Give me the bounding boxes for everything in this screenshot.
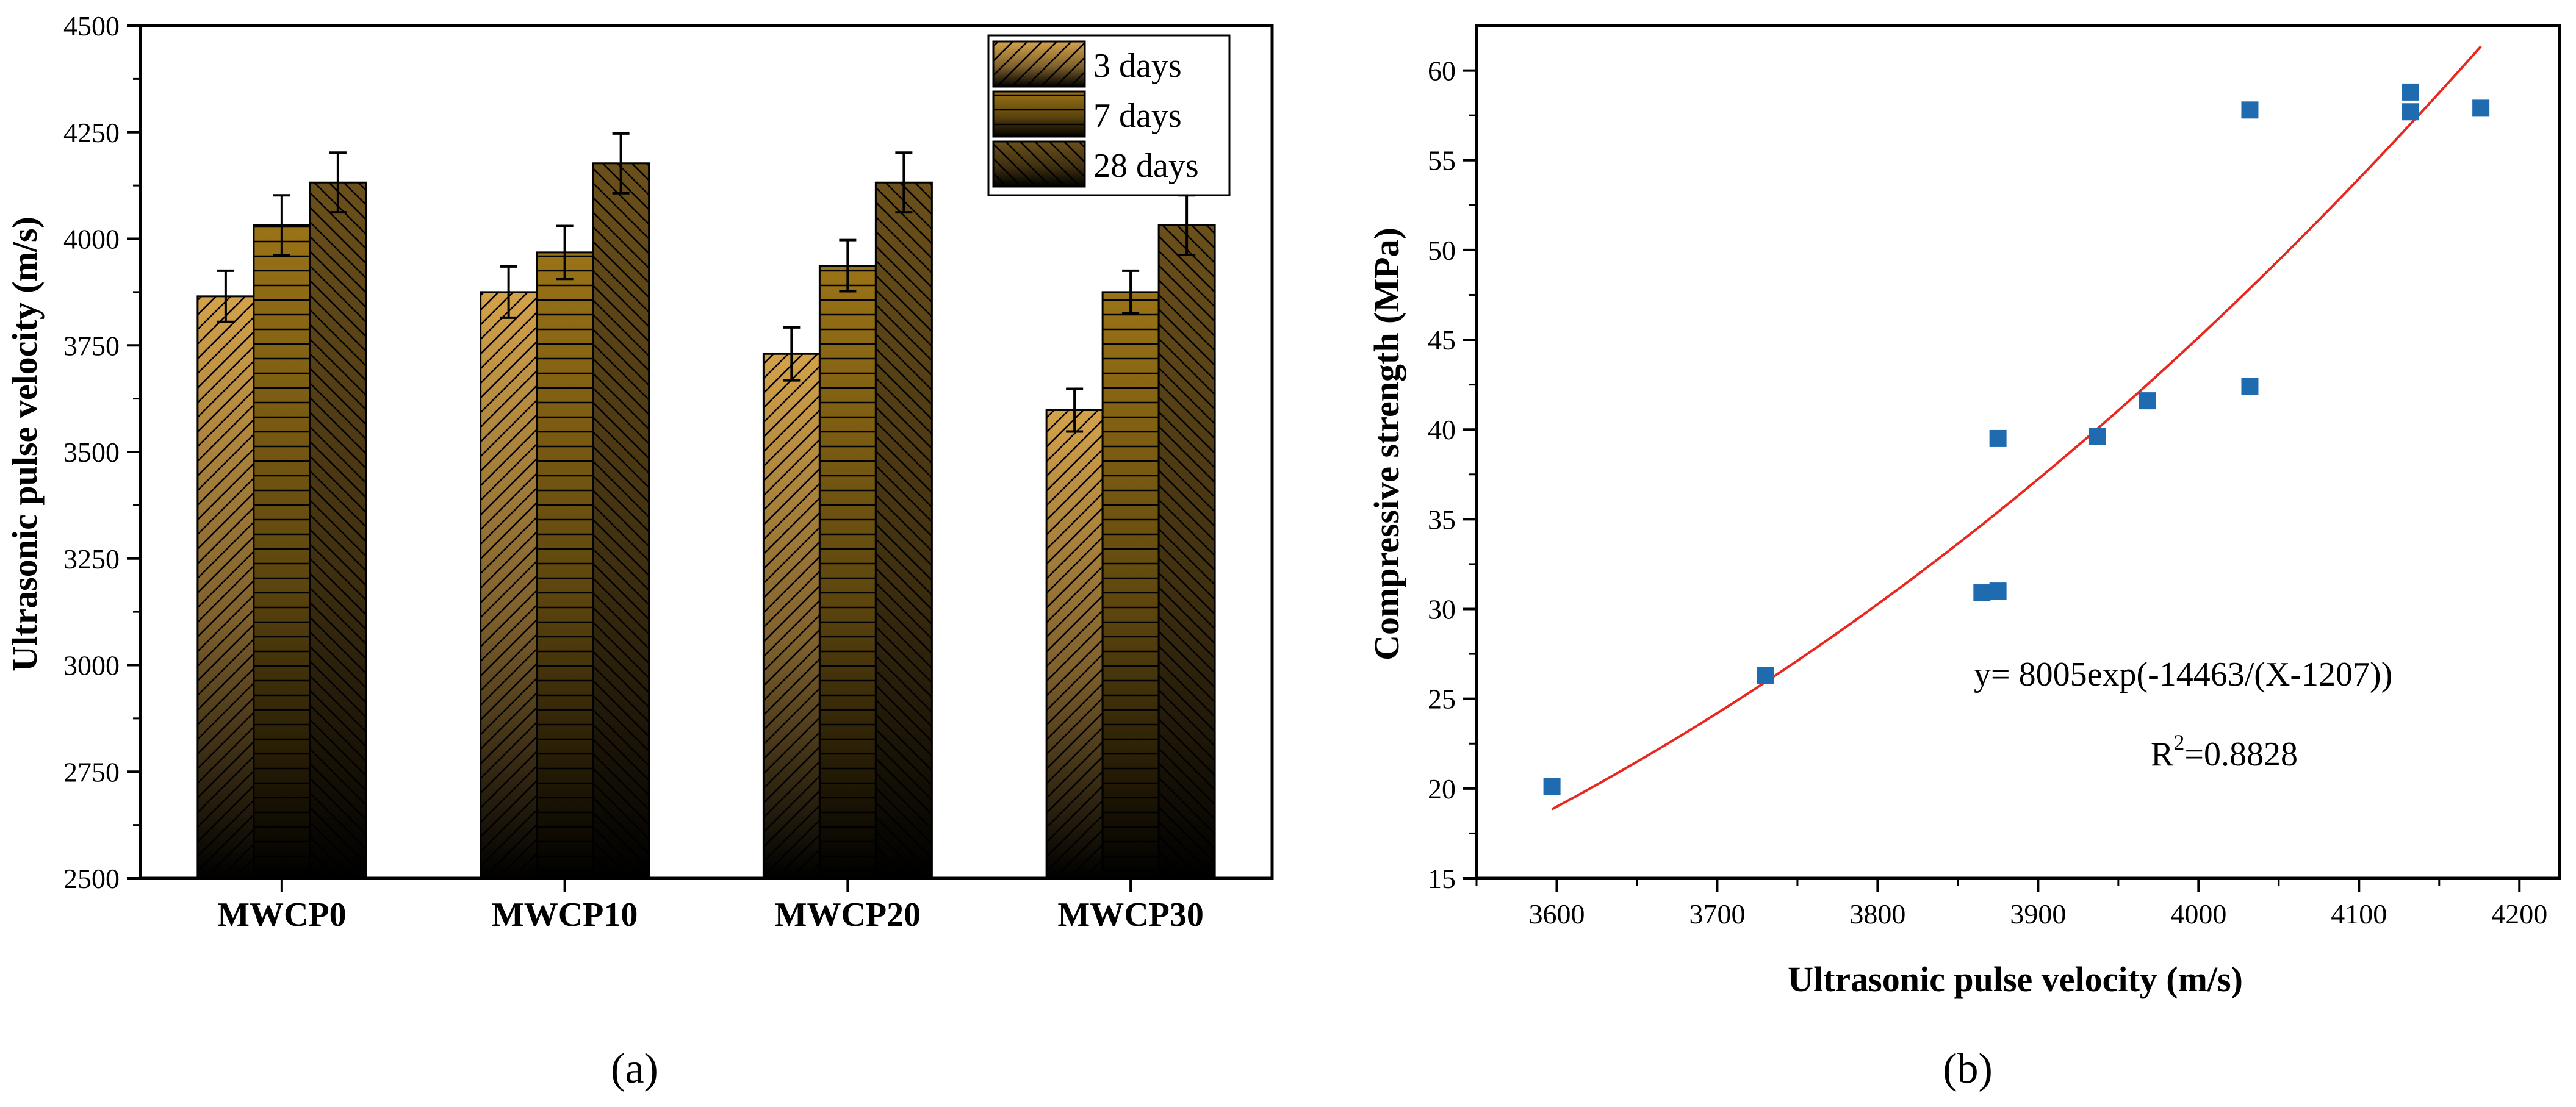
y-tick-label: 4500: [63, 10, 120, 41]
panel-label-b: (b): [1943, 1045, 1993, 1092]
data-point: [1989, 429, 2007, 447]
error-bar: [839, 238, 857, 293]
bar-chart-panel: 2500 2750 3000 3250 3500 3750 4000 4250 4500 MWC…: [5, 10, 1274, 934]
data-point: [2089, 428, 2106, 445]
y-tick-label: 3000: [63, 650, 120, 681]
y-tick-label: 50: [1428, 235, 1456, 266]
x-tick-label: MWCP10: [492, 896, 638, 934]
x-tick-label: 3800: [1849, 898, 1905, 930]
y-axis-label: Compressive strength (MPa): [1367, 227, 1406, 661]
fit-curve: [1551, 45, 2482, 811]
x-tick-label: 3900: [2010, 898, 2066, 930]
error-bar: [500, 265, 517, 319]
legend-item: 28 days: [992, 140, 1199, 188]
r-squared-value: =0.8828: [2184, 736, 2298, 773]
bar: [874, 181, 933, 880]
y-tick-label: 55: [1428, 145, 1456, 176]
y-axis-ticks: 2500 2750 3000 3250 3500 3750 4000 4250 4500: [63, 10, 140, 894]
error-bar: [1066, 387, 1084, 433]
data-point: [1757, 667, 1774, 684]
data-point: [2402, 83, 2419, 101]
x-tick-label: MWCP20: [775, 896, 921, 934]
legend-item: 7 days: [992, 90, 1182, 138]
scatter-points: [1543, 83, 2490, 795]
y-tick-label: 25: [1428, 684, 1456, 715]
data-point: [2402, 103, 2419, 121]
bar: [196, 295, 255, 880]
x-tick-label: 4000: [2170, 898, 2226, 930]
x-tick-label: MWCP0: [217, 896, 347, 934]
bar: [592, 162, 650, 880]
y-tick-label: 30: [1428, 594, 1456, 625]
r-squared-prefix: R: [2151, 736, 2174, 773]
r-squared-label: R2=0.8828: [2151, 730, 2298, 773]
y-tick-label: 3500: [63, 437, 120, 468]
x-axis-ticks: 3600 3700 3800 3900 4000 4100 4200: [1475, 878, 2547, 930]
bar: [1157, 224, 1216, 880]
y-tick-label: 20: [1428, 773, 1456, 804]
x-tick-label: 4200: [2491, 898, 2547, 930]
y-tick-label: 15: [1428, 863, 1456, 894]
bar: [1101, 291, 1160, 880]
x-tick-label: 4100: [2331, 898, 2387, 930]
y-tick-label: 3250: [63, 543, 120, 575]
x-axis-ticks: MWCP0 MWCP10 MWCP20 MWCP30: [217, 878, 1204, 934]
y-tick-label: 3750: [63, 330, 120, 361]
legend-swatch: [992, 90, 1086, 138]
error-bar: [895, 151, 913, 214]
error-bar: [1122, 269, 1140, 315]
x-tick-label: 3600: [1528, 898, 1585, 930]
bar: [762, 353, 821, 880]
data-point: [2472, 99, 2490, 117]
error-bar: [783, 326, 801, 382]
x-tick-label: 3700: [1689, 898, 1745, 930]
bar: [1045, 409, 1104, 880]
y-tick-label: 2750: [63, 756, 120, 787]
bar-group: [196, 162, 1216, 880]
legend-item: 3 days: [992, 40, 1182, 88]
x-axis-label: Ultrasonic pulse velocity (m/s): [1788, 959, 2243, 999]
legend: 3 days 7 days 28 days: [987, 34, 1231, 196]
y-tick-label: 4250: [63, 117, 120, 148]
y-tick-label: 60: [1428, 56, 1456, 87]
data-point: [1973, 584, 1991, 602]
legend-label: 3 days: [1093, 47, 1182, 85]
legend-swatch: [992, 140, 1086, 188]
data-point: [1543, 778, 1561, 795]
fit-equation: y= 8005exp(-14463/(X-1207)): [1974, 656, 2392, 693]
y-tick-label: 4000: [63, 224, 120, 255]
y-axis-label: Ultrasonic pulse velocity (m/s): [5, 217, 45, 672]
bar: [818, 265, 877, 880]
data-point: [1989, 582, 2007, 600]
legend-swatch: [992, 40, 1086, 88]
x-tick-label: MWCP30: [1057, 896, 1204, 934]
error-bar: [217, 269, 234, 323]
panel-label-a: (a): [611, 1045, 658, 1092]
bar: [253, 224, 311, 880]
scatter-chart-panel: 15 20 25 30 35 40 45 50 55 60 3600 3700 3800 3900 400…: [1367, 24, 2561, 999]
error-bar: [273, 194, 290, 257]
error-bar: [556, 224, 574, 281]
y-tick-label: 45: [1428, 324, 1456, 356]
plot-frame: [1475, 24, 2561, 880]
error-bar: [329, 151, 347, 214]
bar: [480, 291, 538, 880]
error-bar: [612, 132, 630, 195]
y-axis-ticks: 15 20 25 30 35 40 45 50 55 60: [1428, 56, 1477, 894]
data-point: [2241, 101, 2259, 119]
y-tick-label: 2500: [63, 863, 120, 894]
data-point: [2139, 392, 2156, 410]
y-tick-label: 40: [1428, 414, 1456, 445]
legend-label: 28 days: [1093, 147, 1199, 185]
bar: [536, 251, 594, 880]
y-tick-label: 35: [1428, 504, 1456, 535]
data-point: [2241, 378, 2259, 395]
legend-label: 7 days: [1093, 97, 1182, 135]
r-squared-superscript: 2: [2173, 730, 2184, 754]
bar: [309, 181, 367, 880]
